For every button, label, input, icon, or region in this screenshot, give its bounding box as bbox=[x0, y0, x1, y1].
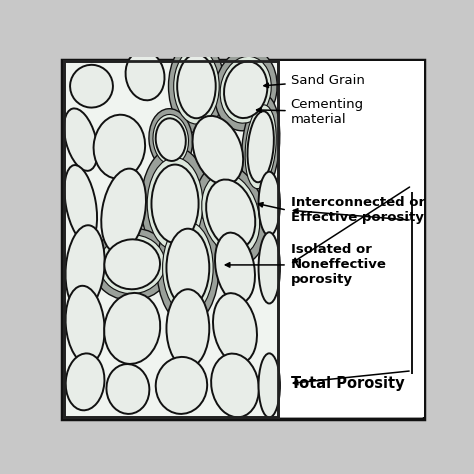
Ellipse shape bbox=[192, 116, 243, 185]
Text: Total Porosity: Total Porosity bbox=[291, 376, 404, 391]
Ellipse shape bbox=[93, 115, 145, 179]
Ellipse shape bbox=[157, 211, 219, 325]
Ellipse shape bbox=[258, 172, 280, 236]
Ellipse shape bbox=[104, 293, 160, 364]
Ellipse shape bbox=[166, 228, 210, 307]
Ellipse shape bbox=[100, 235, 165, 294]
Ellipse shape bbox=[101, 169, 146, 253]
Ellipse shape bbox=[126, 51, 164, 100]
Ellipse shape bbox=[147, 157, 203, 250]
Ellipse shape bbox=[202, 173, 260, 255]
Bar bbox=[278, 61, 424, 418]
Ellipse shape bbox=[177, 54, 216, 118]
Text: Isolated or
Noneffective
porosity: Isolated or Noneffective porosity bbox=[291, 244, 387, 286]
Ellipse shape bbox=[107, 364, 149, 414]
Text: Cementing
material: Cementing material bbox=[256, 98, 364, 126]
Text: Interconnected or
Effective porosity: Interconnected or Effective porosity bbox=[291, 196, 425, 224]
Ellipse shape bbox=[242, 95, 280, 198]
Ellipse shape bbox=[70, 65, 113, 108]
Ellipse shape bbox=[215, 233, 255, 303]
Ellipse shape bbox=[155, 118, 186, 161]
Ellipse shape bbox=[224, 62, 267, 118]
Ellipse shape bbox=[64, 165, 97, 242]
Ellipse shape bbox=[65, 286, 105, 364]
Bar bbox=[64, 61, 278, 418]
Ellipse shape bbox=[258, 353, 280, 418]
Text: Sand Grain: Sand Grain bbox=[264, 74, 365, 88]
Ellipse shape bbox=[211, 354, 259, 417]
Ellipse shape bbox=[92, 228, 173, 301]
Ellipse shape bbox=[168, 40, 224, 133]
Ellipse shape bbox=[214, 49, 277, 131]
Ellipse shape bbox=[173, 48, 219, 124]
Ellipse shape bbox=[245, 105, 276, 189]
Ellipse shape bbox=[64, 109, 98, 171]
Ellipse shape bbox=[220, 56, 271, 123]
Ellipse shape bbox=[141, 147, 209, 261]
Ellipse shape bbox=[166, 289, 210, 368]
Ellipse shape bbox=[163, 222, 213, 314]
Ellipse shape bbox=[149, 109, 192, 171]
Bar bbox=[64, 61, 278, 418]
Ellipse shape bbox=[152, 164, 199, 243]
Ellipse shape bbox=[66, 354, 104, 410]
Ellipse shape bbox=[65, 225, 105, 310]
Ellipse shape bbox=[206, 180, 255, 249]
Ellipse shape bbox=[153, 114, 189, 165]
Ellipse shape bbox=[195, 164, 266, 265]
Ellipse shape bbox=[247, 111, 274, 182]
Ellipse shape bbox=[258, 232, 280, 303]
Ellipse shape bbox=[213, 293, 257, 364]
Ellipse shape bbox=[104, 239, 160, 289]
Ellipse shape bbox=[156, 357, 207, 414]
